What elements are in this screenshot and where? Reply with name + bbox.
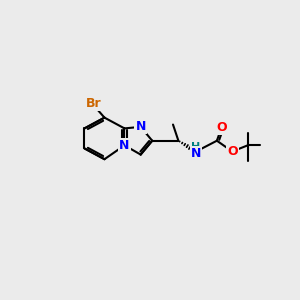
Text: H: H: [191, 142, 200, 152]
Text: N: N: [136, 120, 146, 134]
Text: O: O: [227, 145, 238, 158]
Text: N: N: [191, 147, 201, 160]
Text: O: O: [216, 121, 227, 134]
Text: Br: Br: [86, 97, 101, 110]
Text: N: N: [119, 139, 130, 152]
